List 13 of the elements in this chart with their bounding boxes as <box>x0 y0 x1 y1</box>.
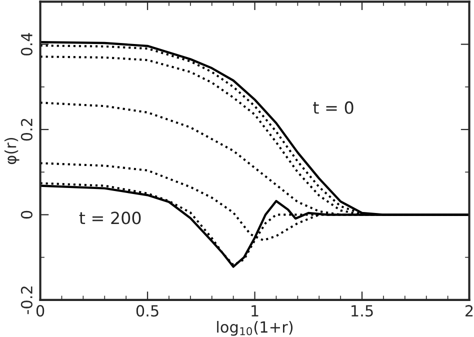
y-tick-label: 0.4 <box>20 33 32 56</box>
x-axis-title: log$_{10}$(1+r) <box>217 320 293 336</box>
annotation: t = 200 <box>79 212 141 224</box>
y-tick-label: 0.2 <box>20 118 32 141</box>
x-tick-label: 1 <box>252 305 258 316</box>
x-tick-label: 2 <box>466 305 473 316</box>
x-tick-label: 0 <box>36 305 44 317</box>
annotation: t = 0 <box>313 101 354 114</box>
y-tick-label: -0.2 <box>20 286 32 314</box>
y-tick-label: 0 <box>20 210 32 219</box>
y-axis-title: φ(r) <box>4 138 20 164</box>
x-tick-label: 1.5 <box>352 305 373 317</box>
x-tick-label: 0.5 <box>136 305 158 317</box>
